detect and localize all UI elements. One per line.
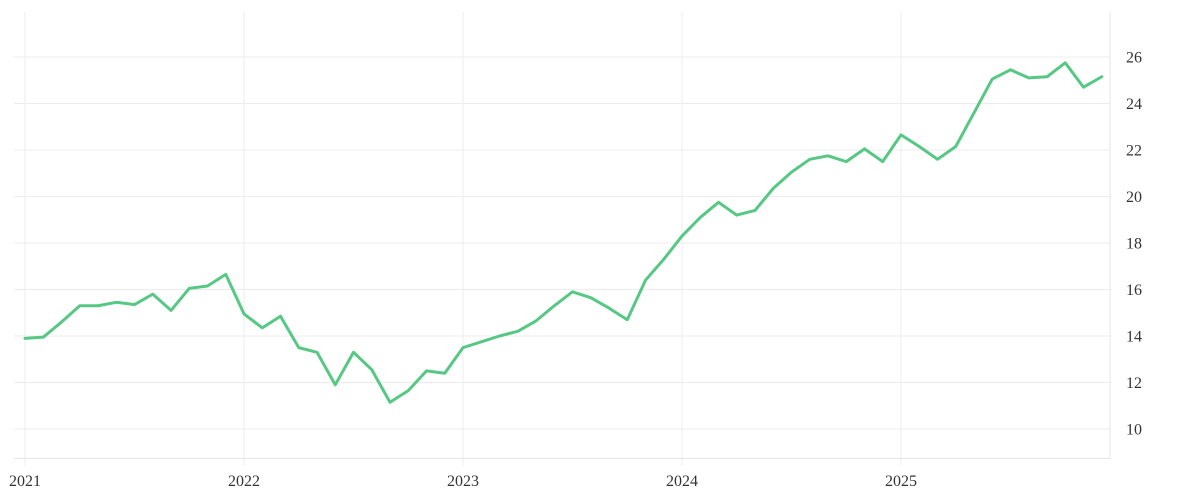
x-axis-label: 2021	[9, 473, 41, 490]
x-axis-label: 2024	[666, 473, 698, 490]
y-axis-label: 22	[1126, 143, 1142, 160]
price-line	[23, 61, 1104, 404]
x-axis-label: 2025	[885, 473, 917, 490]
y-axis-label: 12	[1126, 375, 1142, 392]
y-axis-label: 20	[1126, 189, 1142, 206]
y-axis-label: 10	[1126, 422, 1142, 439]
y-axis-label: 24	[1126, 96, 1142, 113]
y-axis-label: 26	[1126, 50, 1142, 67]
y-axis-label: 18	[1126, 236, 1142, 253]
y-axis-label: 14	[1126, 329, 1142, 346]
y-axis-label: 16	[1126, 282, 1142, 299]
x-axis-label: 2023	[447, 473, 479, 490]
x-axis-label: 2022	[228, 473, 260, 490]
